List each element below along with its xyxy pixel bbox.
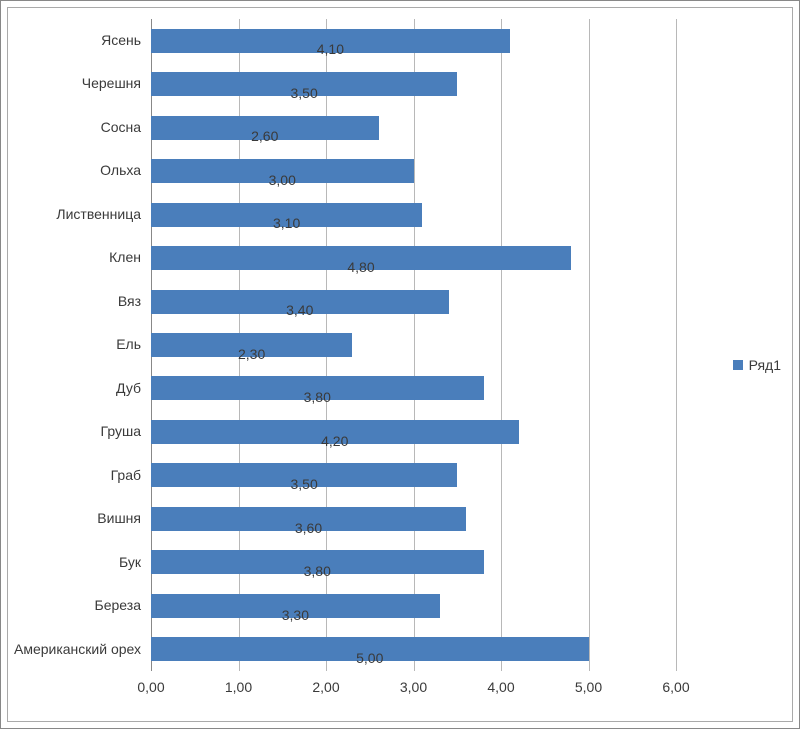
bar: 3,80: [151, 376, 484, 400]
category-label: Черешня: [1, 62, 141, 105]
bar-row: 4,20: [151, 410, 676, 453]
bar: 4,10: [151, 29, 510, 53]
x-tick-label: 4,00: [487, 679, 514, 695]
chart-container: 4,10 3,50 2,60 3,00 3,10 4,80 3,40 2,30 3,80 4,20…: [0, 0, 800, 729]
bar-value-label: 3,10: [151, 215, 422, 231]
category-label: Граб: [1, 454, 141, 497]
bar-value-label: 2,60: [151, 128, 379, 144]
bar-row: 4,80: [151, 236, 676, 279]
plot-area: 4,10 3,50 2,60 3,00 3,10 4,80 3,40 2,30 3,80 4,20…: [151, 19, 676, 671]
bar-value-label: 3,80: [151, 389, 484, 405]
x-tick-label: 3,00: [400, 679, 427, 695]
bar-value-label: 2,30: [151, 346, 352, 362]
bar-row: 3,30: [151, 584, 676, 627]
category-label: Вишня: [1, 497, 141, 540]
bar-row: 3,10: [151, 193, 676, 236]
bar: 3,10: [151, 203, 422, 227]
bar-row: 3,80: [151, 367, 676, 410]
bar: 3,60: [151, 507, 466, 531]
category-label: Береза: [1, 584, 141, 627]
category-label: Сосна: [1, 106, 141, 149]
x-tick-label: 5,00: [575, 679, 602, 695]
bar-value-label: 3,50: [151, 85, 457, 101]
bar-value-label: 3,30: [151, 607, 440, 623]
bar: 5,00: [151, 637, 589, 661]
bar: 3,00: [151, 159, 414, 183]
gridline: [676, 19, 677, 671]
category-label: Лиственница: [1, 193, 141, 236]
category-label: Дуб: [1, 367, 141, 410]
bar: 3,40: [151, 290, 449, 314]
bar-value-label: 3,80: [151, 563, 484, 579]
bar-value-label: 3,00: [151, 172, 414, 188]
bar-value-label: 4,80: [151, 259, 571, 275]
category-label: Ель: [1, 323, 141, 366]
bar-value-label: 3,60: [151, 520, 466, 536]
x-tick-label: 1,00: [225, 679, 252, 695]
bar-row: 3,50: [151, 62, 676, 105]
x-tick-label: 2,00: [312, 679, 339, 695]
legend: Ряд1: [733, 357, 781, 373]
bar-row: 2,60: [151, 106, 676, 149]
x-tick-label: 0,00: [137, 679, 164, 695]
legend-label: Ряд1: [749, 357, 781, 373]
bar-row: 3,80: [151, 541, 676, 584]
category-label: Вяз: [1, 280, 141, 323]
bar-value-label: 4,20: [151, 433, 519, 449]
bar-value-label: 3,50: [151, 476, 457, 492]
category-label: Клен: [1, 236, 141, 279]
category-label: Ольха: [1, 149, 141, 192]
bar: 4,80: [151, 246, 571, 270]
bar: 3,30: [151, 594, 440, 618]
bar: 2,30: [151, 333, 352, 357]
bar-row: 5,00: [151, 628, 676, 671]
bar-row: 3,00: [151, 149, 676, 192]
category-label: Бук: [1, 541, 141, 584]
bar-row: 3,60: [151, 497, 676, 540]
legend-swatch: [733, 360, 743, 370]
bar-row: 2,30: [151, 323, 676, 366]
bar: 3,50: [151, 463, 457, 487]
bar-value-label: 5,00: [151, 650, 589, 666]
bar-row: 3,40: [151, 280, 676, 323]
category-label: Ясень: [1, 19, 141, 62]
bar-value-label: 4,10: [151, 41, 510, 57]
bar: 2,60: [151, 116, 379, 140]
bar: 3,50: [151, 72, 457, 96]
bar-row: 4,10: [151, 19, 676, 62]
category-label: Груша: [1, 410, 141, 453]
bar: 4,20: [151, 420, 519, 444]
bar-value-label: 3,40: [151, 302, 449, 318]
x-tick-label: 6,00: [662, 679, 689, 695]
category-label: Американский орех: [1, 628, 141, 671]
bar: 3,80: [151, 550, 484, 574]
bar-row: 3,50: [151, 454, 676, 497]
